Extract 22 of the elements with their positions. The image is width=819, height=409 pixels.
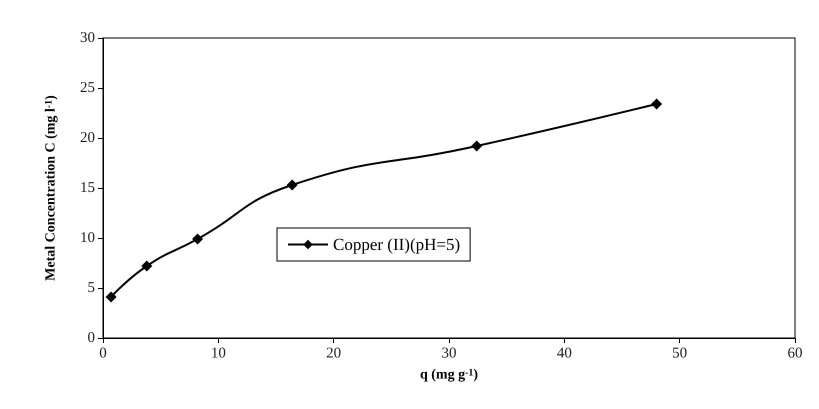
x-tick-label: 30 [442,346,456,362]
y-tick-label: 0 [88,330,95,346]
point [286,180,298,190]
point [106,292,117,302]
point [471,140,482,152]
point [651,98,662,110]
x-tick-label: 40 [556,346,572,362]
x-tick-label: 20 [326,346,342,362]
x-tick-label: 60 [788,346,802,362]
point [141,260,152,272]
y-axis-title: Metal Concentration C (mg l-1) [44,94,58,281]
y-tick-label: 30 [80,30,95,46]
legend-label: Copper (II)(pH=5) [333,235,460,254]
y-tick-label: 5 [88,280,95,296]
x-tick-label: 10 [210,346,226,362]
x-tick-label: 0 [99,346,107,362]
x-tick-label: 50 [672,346,688,362]
y-tick-label: 25 [80,80,95,96]
point [192,234,204,244]
y-tick-label: 20 [80,130,95,146]
y-tick-label: 15 [80,180,95,196]
y-tick-label: 10 [80,230,95,246]
